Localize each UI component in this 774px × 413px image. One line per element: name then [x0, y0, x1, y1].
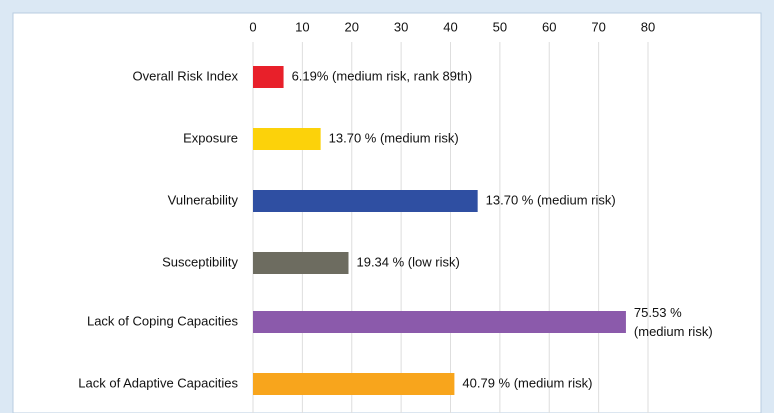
bar — [253, 311, 626, 333]
data-label: (medium risk) — [634, 324, 713, 339]
data-label: 6.19% (medium risk, rank 89th) — [292, 68, 473, 83]
bar — [253, 252, 349, 274]
data-label: 13.70 % (medium risk) — [329, 130, 459, 145]
data-label: 75.53 % — [634, 305, 682, 320]
x-tick-label: 80 — [641, 19, 655, 34]
y-tick-label: Susceptibility — [162, 254, 238, 269]
x-tick-label: 20 — [345, 19, 359, 34]
bar — [253, 373, 455, 395]
data-label: 19.34 % (low risk) — [356, 254, 459, 269]
y-tick-label: Exposure — [183, 130, 238, 145]
x-tick-label: 50 — [493, 19, 507, 34]
data-label: 40.79 % (medium risk) — [462, 375, 592, 390]
data-label: 13.70 % (medium risk) — [486, 192, 616, 207]
x-tick-label: 40 — [443, 19, 457, 34]
panel — [12, 12, 762, 413]
y-tick-label: Lack of Adaptive Capacities — [78, 375, 238, 390]
x-tick-label: 60 — [542, 19, 556, 34]
y-tick-label: Lack of Coping Capacities — [87, 313, 239, 328]
x-tick-label: 30 — [394, 19, 408, 34]
bar — [253, 66, 284, 88]
bar — [253, 190, 478, 212]
x-tick-label: 10 — [295, 19, 309, 34]
y-tick-label: Vulnerability — [168, 192, 239, 207]
x-tick-label: 0 — [249, 19, 256, 34]
bar — [253, 128, 321, 150]
y-tick-label: Overall Risk Index — [133, 68, 239, 83]
x-tick-label: 70 — [591, 19, 605, 34]
